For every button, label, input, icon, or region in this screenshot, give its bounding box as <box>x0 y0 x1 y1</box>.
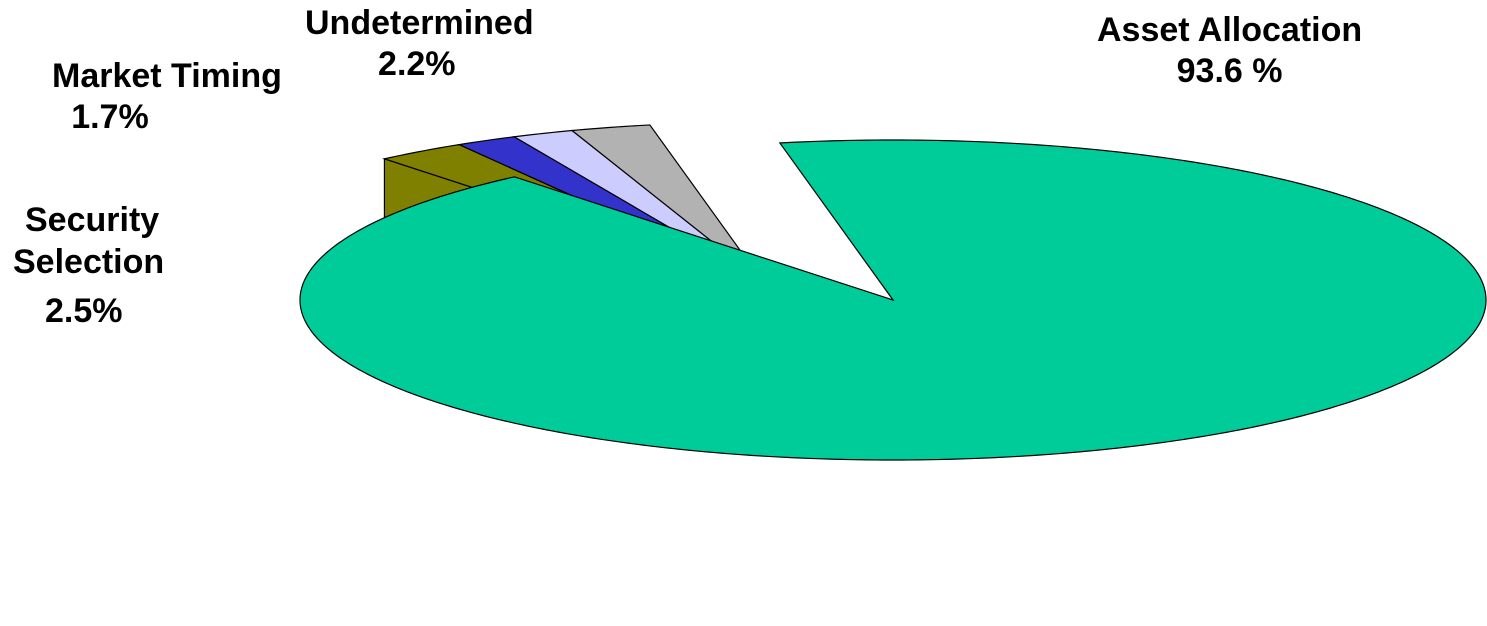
label-undetermined-name: Undetermined <box>305 4 534 42</box>
label-asset-allocation-name: Asset Allocation <box>1097 11 1363 49</box>
label-security-selection-line2: Selection <box>13 243 165 281</box>
label-security-selection-line1: Security <box>25 201 160 239</box>
slice-0 <box>299 139 1487 461</box>
label-undetermined: Undetermined 2.2% <box>305 3 534 85</box>
label-asset-allocation-value: 93.6 % <box>1176 52 1283 90</box>
slice-top-0 <box>299 139 1487 461</box>
label-market-timing-value: 1.7% <box>71 98 149 136</box>
label-security-selection: Security Selection 2.5% <box>13 200 164 332</box>
label-market-timing: Market Timing 1.7% <box>52 56 282 138</box>
label-market-timing-name: Market Timing <box>52 57 282 95</box>
label-asset-allocation: Asset Allocation 93.6 % <box>1097 10 1362 92</box>
pie-slices-group <box>299 124 1487 461</box>
label-security-selection-value: 2.5% <box>45 292 123 330</box>
label-undetermined-value: 2.2% <box>378 45 456 83</box>
